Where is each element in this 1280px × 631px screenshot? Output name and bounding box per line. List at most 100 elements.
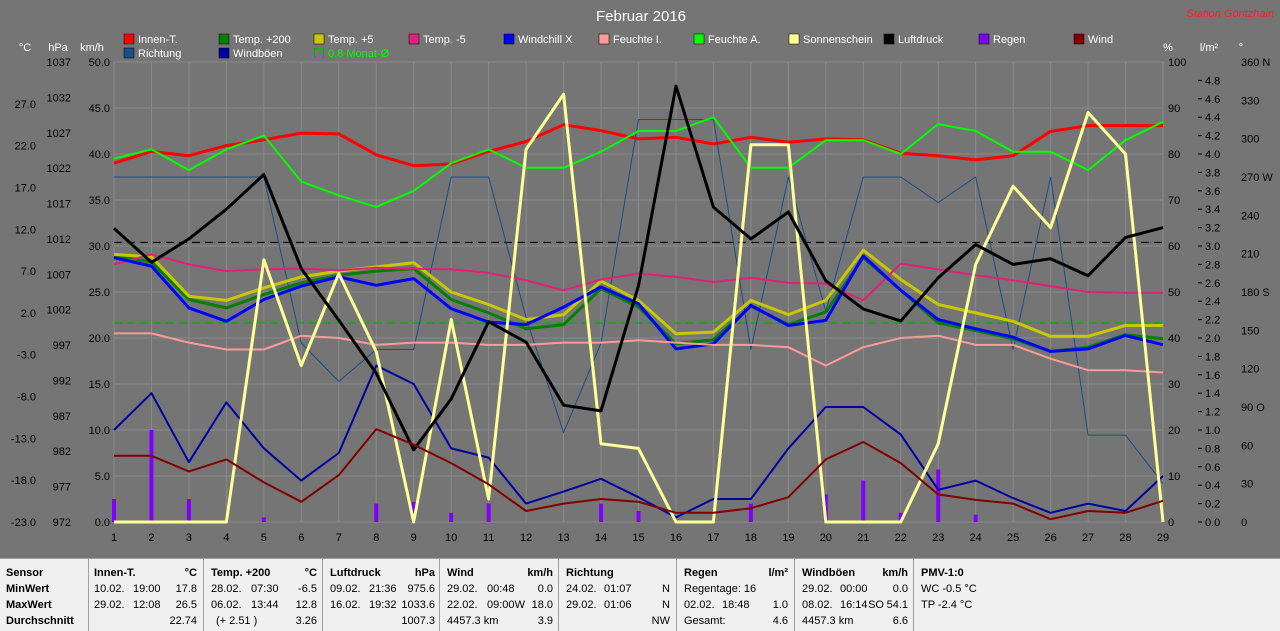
direction-tick-label: 330 (1241, 95, 1259, 107)
innen-unit: °C (184, 567, 197, 579)
pressure-tick-label: 1007 (47, 269, 71, 281)
regen-total: 4.6 (772, 615, 788, 627)
windboen-avg-dist: 4457.3 km (802, 615, 854, 627)
wind-max-val: 18.0 (531, 599, 553, 611)
legend-label: Luftdruck (898, 34, 944, 46)
legend-swatch (314, 48, 324, 58)
x-tick-label: 1 (111, 532, 117, 544)
rain-tick-label: 1.0 (1205, 425, 1220, 437)
legend-swatch (503, 33, 515, 45)
innen-max-date: 29.02. (94, 599, 125, 611)
series-line-windchill-x (113, 254, 1164, 353)
temp-avg-extra: (+ 2.51 ) (216, 615, 258, 627)
rain-bar (861, 480, 866, 522)
series-line-feuchte-a- (113, 116, 1164, 208)
temp-tick-label: -13.0 (11, 433, 36, 445)
stats-col-labels: Sensor MinWert MaxWert Durchschnitt (0, 559, 89, 631)
legend-label: Temp. +200 (233, 34, 291, 46)
rain-tick-label: 4.8 (1205, 75, 1220, 87)
pressure-tick-label: 1032 (47, 92, 71, 104)
temp-tick-label: 27.0 (15, 99, 36, 111)
wind-max-dir: W (514, 599, 525, 611)
legend-swatch (978, 33, 990, 45)
series-line-luftdruck (112, 84, 1164, 452)
stats-col-richtung: Richtung 24.02. 01:07 N 29.02. 01:06 N NW (559, 559, 677, 631)
rain-tick-label: 2.8 (1205, 259, 1220, 271)
legend-item: Luftdruck (883, 33, 944, 46)
luftdruck-min-date: 09.02. (330, 583, 361, 595)
speed-tick-label: 50.0 (89, 57, 110, 69)
wind-title: Wind (447, 567, 474, 579)
stats-col-innen: Innen-T. °C 10.02. 19:00 17.8 29.02. 12:08 26… (89, 559, 204, 631)
legend-label: Feuchte A. (708, 34, 761, 46)
windboen-unit: km/h (882, 567, 908, 579)
rain-bar (112, 499, 116, 522)
series-lines (112, 84, 1165, 524)
legend-swatch (218, 33, 230, 45)
rain-bar (898, 512, 903, 522)
innen-max-time: 12:08 (133, 599, 161, 611)
direction-unit-label: ° (1239, 42, 1243, 54)
innen-title: Innen-T. (94, 567, 136, 579)
x-tick-label: 19 (782, 532, 794, 544)
percent-tick-label: 40 (1168, 333, 1180, 345)
legend-item: Temp. +200 (218, 33, 291, 46)
x-tick-label: 20 (820, 532, 832, 544)
legend-label: Regen (993, 34, 1025, 46)
rain-tick-label: 4.0 (1205, 149, 1220, 161)
richtung-min-date: 24.02. (566, 583, 597, 595)
legend-label: Temp. -5 (423, 34, 466, 46)
percent-tick-label: 70 (1168, 195, 1180, 207)
direction-tick-label: 360 N (1241, 57, 1270, 69)
rain-tick-label: 3.0 (1205, 241, 1220, 253)
rain-bar (149, 430, 154, 522)
rain-bar (636, 510, 641, 522)
pmv-tp: TP -2.4 °C (921, 599, 973, 611)
percent-tick-label: 80 (1168, 149, 1180, 161)
pressure-tick-label: 1022 (47, 163, 71, 175)
windboen-title: Windböen (802, 567, 856, 579)
wind-unit: km/h (527, 567, 553, 579)
wind-min-time: 00:48 (487, 583, 515, 595)
legend-swatch (123, 33, 135, 45)
percent-tick-label: 0 (1168, 517, 1174, 529)
windboen-max-date: 08.02. (802, 599, 833, 611)
pressure-tick-label: 1037 (47, 57, 71, 69)
wind-avg: 3.9 (537, 615, 553, 627)
temp-title: Temp. +200 (211, 567, 271, 579)
legend-swatch (408, 33, 420, 45)
rain-tick-label: 0.4 (1205, 480, 1220, 492)
x-tick-label: 27 (1082, 532, 1094, 544)
station-label: Station Göritzhain (1187, 8, 1274, 20)
speed-tick-label: 20.0 (89, 333, 110, 345)
series-line-innen-t- (113, 123, 1163, 168)
regen-days: Regentage: 16 (684, 583, 757, 595)
innen-min-time: 19:00 (133, 583, 161, 595)
percent-tick-label: 30 (1168, 379, 1180, 391)
rain-tick-label: 2.6 (1205, 278, 1220, 290)
series-line-temp-5 (113, 253, 1163, 302)
pressure-tick-label: 1027 (47, 128, 71, 140)
direction-tick-label: 150 (1241, 325, 1259, 337)
richtung-max-time: 01:06 (604, 599, 632, 611)
wind-avg-dist: 4457.3 km (447, 615, 499, 627)
rain-tick-label: 3.8 (1205, 167, 1220, 179)
richtung-avg: NW (651, 615, 670, 627)
legend-swatch (1073, 33, 1085, 45)
x-tick-label: 13 (557, 532, 569, 544)
pressure-tick-label: 972 (53, 517, 71, 529)
pressure-unit-label: hPa (48, 42, 68, 54)
stats-col-temp: Temp. +200 °C 28.02. 07:30 -6.5 06.02. 13:44… (204, 559, 323, 631)
x-tick-label: 7 (336, 532, 342, 544)
temp-tick-label: 17.0 (15, 182, 36, 194)
x-tick-label: 2 (148, 532, 154, 544)
chart-title: Februar 2016 (596, 8, 686, 25)
pressure-tick-label: 977 (53, 482, 71, 494)
x-tick-label: 17 (707, 532, 719, 544)
percent-tick-label: 50 (1168, 287, 1180, 299)
wind-min-val: 0.0 (537, 583, 553, 595)
regen-title: Regen (684, 567, 718, 579)
temp-unit: °C (304, 567, 317, 579)
temp-max-date: 06.02. (211, 599, 242, 611)
innen-min-val: 17.8 (175, 583, 197, 595)
